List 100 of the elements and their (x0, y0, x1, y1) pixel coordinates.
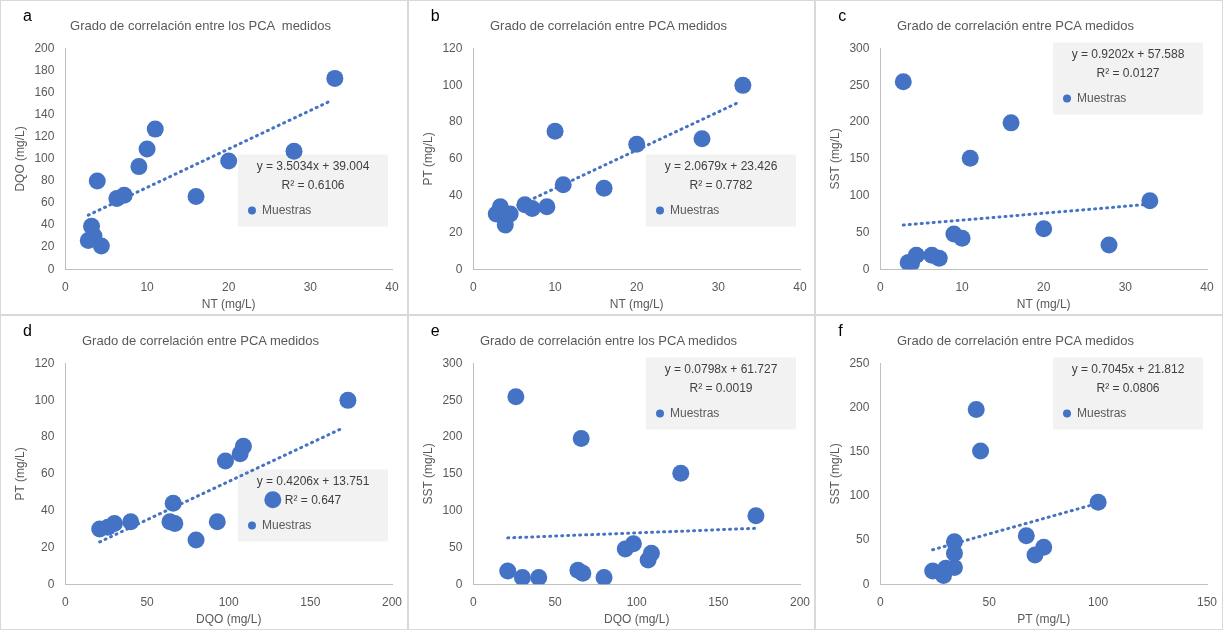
x-tick-label: 50 (982, 594, 997, 609)
point (529, 569, 547, 585)
point (968, 400, 986, 418)
x-axis-title: NT (mg/L) (609, 297, 664, 312)
point (1141, 192, 1159, 210)
text: e (430, 322, 440, 340)
point (624, 535, 642, 553)
y-tick-label: 0 (863, 576, 871, 591)
x-axis-title: NT (mg/L) (1017, 297, 1071, 312)
x-tick-label: 200 (789, 594, 810, 609)
y-tick-label: 200 (34, 40, 55, 55)
y-tick-label: 40 (448, 187, 463, 202)
x-tick-label: 30 (1119, 279, 1133, 294)
point (92, 237, 110, 255)
y-tick-label: 100 (34, 151, 55, 166)
legend-label: Muestras (669, 405, 720, 420)
x-tick-label: 150 (300, 594, 321, 609)
y-tick-label: 20 (41, 539, 55, 554)
point (1002, 114, 1020, 132)
point (1018, 527, 1036, 545)
point (747, 507, 765, 525)
legend-label: Muestras (262, 517, 312, 532)
y-tick-label: 50 (856, 224, 871, 239)
chart-title: Grado de correlación entre los PCA medidos (479, 333, 738, 349)
point (122, 513, 140, 531)
y-axis-title: SST (mg/L) (827, 128, 842, 190)
y-tick-label: 120 (34, 355, 55, 370)
point (523, 200, 541, 218)
point (88, 172, 106, 190)
text: d (23, 322, 32, 340)
y-tick-label: 0 (455, 261, 463, 276)
text: a (23, 7, 32, 25)
x-tick-label: 40 (385, 279, 399, 294)
y-tick-label: 0 (47, 261, 55, 276)
point (339, 391, 357, 409)
point (220, 152, 238, 170)
point (513, 569, 531, 585)
y-tick-label: 200 (849, 114, 871, 129)
y-tick-label: 150 (442, 466, 463, 481)
x-axis-title: DQO (mg/L) (603, 612, 670, 627)
annotation: y = 0.7045x + 21.812 (1071, 361, 1186, 376)
chart-title: Grado de correlación entre PCA medidos (489, 18, 728, 34)
x-tick-label: 30 (303, 279, 318, 294)
point (627, 135, 645, 153)
x-tick-label: 100 (626, 594, 647, 609)
text: c (838, 7, 847, 25)
x-tick-label: 0 (62, 594, 70, 609)
y-tick-label: 250 (849, 355, 871, 370)
y-tick-label: 100 (34, 392, 55, 407)
annotation: R² = 0.7782 (689, 177, 753, 192)
point (734, 76, 752, 94)
y-tick-label: 40 (41, 217, 55, 232)
legend-label: Muestras (669, 202, 720, 217)
y-tick-label: 20 (448, 224, 463, 239)
point (285, 142, 303, 160)
legend-label: Muestras (1077, 405, 1127, 420)
x-tick-label: 0 (877, 594, 885, 609)
x-tick-label: 20 (1037, 279, 1052, 294)
point (572, 430, 590, 448)
y-tick-label: 60 (41, 195, 55, 210)
annotation: y = 3.5034x + 39.004 (256, 158, 370, 173)
y-tick-label: 100 (849, 488, 871, 503)
y-tick-label: 50 (856, 532, 871, 547)
legend-label: Muestras (1077, 90, 1127, 105)
x-tick-label: 0 (469, 594, 477, 609)
point (554, 176, 572, 194)
point (671, 464, 689, 482)
y-tick-label: 250 (849, 77, 871, 92)
point (1035, 220, 1053, 238)
chart-title: Grado de correlación entre PCA medidos (897, 18, 1135, 34)
annotation: y = 0.4206x + 13.751 (256, 473, 370, 488)
y-tick-label: 120 (34, 129, 55, 144)
x-axis-title: NT (mg/L) (201, 297, 256, 312)
point (895, 73, 913, 91)
point (953, 229, 971, 247)
point (234, 437, 252, 455)
point (693, 130, 711, 148)
point (908, 246, 926, 264)
annotation: R² = 0.0806 (1096, 380, 1161, 395)
x-tick-label: 150 (1197, 594, 1218, 609)
y-tick-label: 300 (442, 355, 463, 370)
point (507, 388, 525, 406)
point (642, 544, 660, 562)
point (1100, 236, 1118, 254)
y-tick-label: 80 (41, 173, 55, 188)
x-tick-label: 50 (140, 594, 155, 609)
y-tick-label: 150 (849, 151, 871, 166)
x-axis-title: DQO (mg/L) (196, 612, 262, 627)
y-tick-label: 60 (41, 466, 55, 481)
x-tick-label: 200 (381, 594, 403, 609)
x-tick-label: 40 (792, 279, 807, 294)
point (595, 569, 613, 585)
point (595, 179, 613, 197)
point (546, 122, 564, 140)
y-tick-label: 80 (448, 114, 463, 129)
text: f (838, 322, 843, 340)
point (538, 198, 556, 216)
x-axis-title: PT (mg/L) (1017, 612, 1071, 627)
x-tick-label: 10 (140, 279, 155, 294)
y-tick-label: 150 (849, 444, 871, 459)
